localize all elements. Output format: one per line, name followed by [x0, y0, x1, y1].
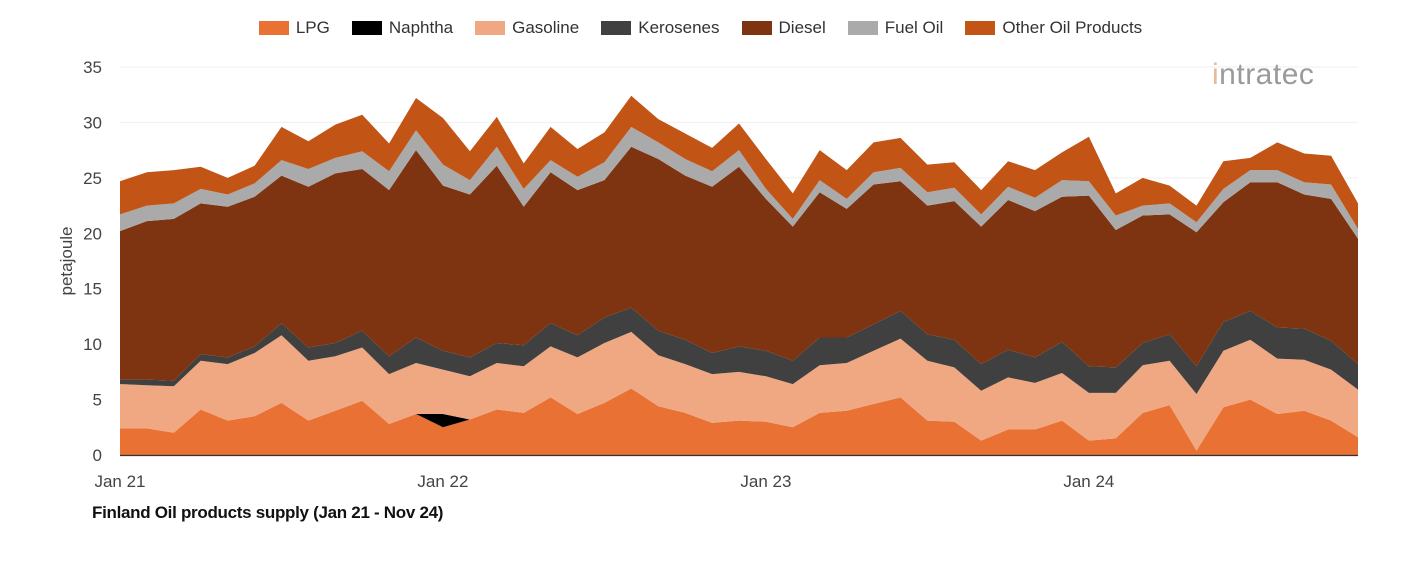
- legend-swatch: [741, 21, 772, 35]
- x-tick-label: Jan 22: [417, 472, 468, 491]
- area-lpg: [120, 388, 1358, 455]
- legend-item[interactable]: Other Oil Products: [965, 18, 1142, 38]
- x-tick-label: Jan 21: [94, 472, 145, 491]
- legend-item[interactable]: Diesel: [741, 18, 826, 38]
- legend-label: Naphtha: [388, 18, 454, 37]
- area-other-oil-products: [120, 95, 1358, 229]
- legend-item[interactable]: Naphtha: [351, 18, 454, 38]
- area-gasoline: [120, 331, 1358, 451]
- y-tick-label: 5: [93, 391, 102, 410]
- legend-label: LPG: [295, 18, 330, 37]
- area-diesel: [120, 146, 1358, 381]
- legend-label: Other Oil Products: [1002, 18, 1143, 37]
- y-tick-label: 30: [83, 113, 102, 132]
- legend-item[interactable]: Fuel Oil: [847, 18, 944, 38]
- chart-title: Finland Oil products supply (Jan 21 - No…: [92, 503, 444, 522]
- legend-label: Gasoline: [512, 18, 580, 37]
- legend-item[interactable]: Gasoline: [475, 18, 579, 38]
- logo-text: ntratec: [1219, 58, 1315, 91]
- legend-label: Fuel Oil: [884, 18, 944, 37]
- legend-swatch: [258, 21, 289, 35]
- y-tick-label: 10: [83, 335, 102, 354]
- y-tick-label: 25: [83, 169, 102, 188]
- legend-item[interactable]: LPG: [258, 18, 330, 38]
- intratec-logo: intratec: [1212, 58, 1315, 91]
- legend-swatch: [351, 21, 382, 35]
- legend-swatch: [601, 21, 632, 35]
- legend-swatch: [847, 21, 878, 35]
- area-kerosenes: [120, 307, 1358, 394]
- legend-swatch: [475, 21, 506, 35]
- y-tick-label: 15: [83, 280, 102, 299]
- y-tick-label: 0: [93, 446, 102, 465]
- y-tick-label: 35: [83, 58, 102, 77]
- y-tick-label: 20: [83, 224, 102, 243]
- legend-label: Kerosenes: [638, 18, 720, 37]
- legend-item[interactable]: Kerosenes: [601, 18, 720, 38]
- legend: LPG Naphtha Gasoline Kerosenes Diesel Fuel Oi…: [0, 18, 1401, 38]
- legend-swatch: [965, 21, 996, 35]
- x-tick-label: Jan 23: [740, 472, 791, 491]
- legend-label: Diesel: [778, 18, 826, 37]
- y-axis-label: petajoule: [57, 226, 76, 295]
- area-fuel-oil: [120, 126, 1358, 239]
- x-tick-label: Jan 24: [1063, 472, 1114, 491]
